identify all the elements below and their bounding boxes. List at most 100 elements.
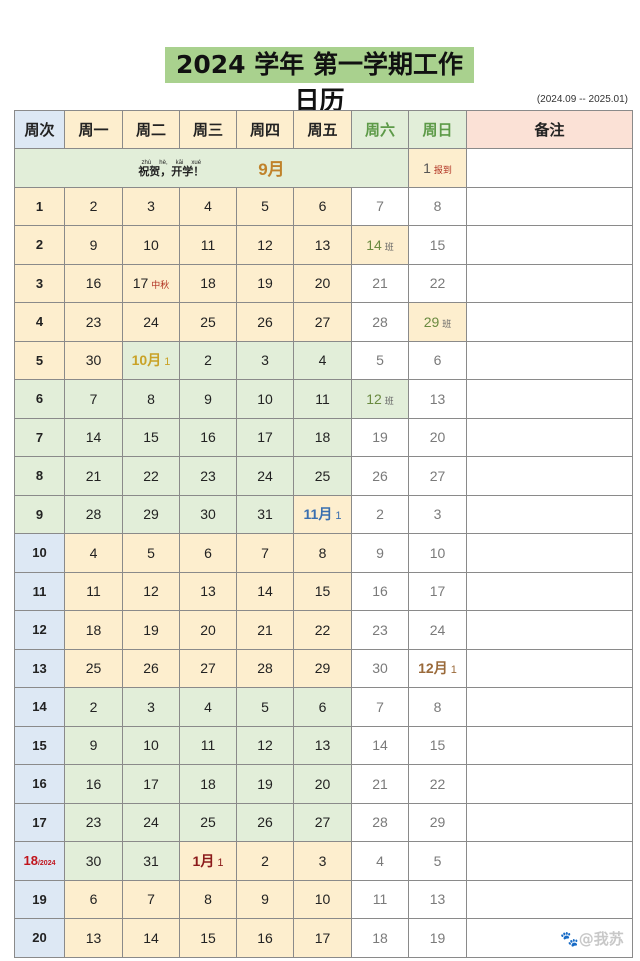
remarks-cell[interactable] [466, 764, 633, 804]
week-row: 18/2024 30 31 1月 1 2 3 4 5 [14, 841, 633, 881]
day-cell: 30 [64, 841, 123, 881]
remarks-cell[interactable] [466, 225, 633, 265]
day-cell: 6 [408, 340, 467, 380]
day-cell: 18 [179, 263, 237, 303]
remarks-cell[interactable] [466, 340, 633, 380]
remarks-cell[interactable] [466, 687, 633, 727]
day-cell: 25 [64, 648, 123, 688]
day-cell: 17 [408, 571, 467, 611]
day-cell: 3 [408, 494, 467, 534]
header-remarks: 备注 [466, 110, 633, 149]
day-cell: 2 [64, 186, 123, 226]
day-cell: 18 [64, 610, 123, 650]
day-cell: 29 [408, 802, 467, 842]
remarks-cell[interactable] [466, 148, 633, 188]
week-number: 3 [14, 263, 65, 303]
day-cell: 13 [408, 379, 467, 419]
day-cell: 11 [351, 879, 409, 919]
week-number: 14 [14, 687, 65, 727]
day-cell: 24 [236, 456, 294, 496]
day-cell: 10 [122, 725, 180, 765]
week-row: 5 30 10月 1 2 3 4 5 6 [14, 340, 633, 380]
day-cell: 1 报到 [408, 148, 467, 188]
remarks-cell[interactable] [466, 879, 633, 919]
day-cell: 20 [293, 764, 352, 804]
remarks-cell[interactable] [466, 571, 633, 611]
remarks-cell[interactable] [466, 186, 633, 226]
day-cell: 12月 1 [408, 648, 467, 688]
day-cell: 27 [179, 648, 237, 688]
day-cell: 27 [293, 302, 352, 342]
day-cell: 9 [351, 533, 409, 573]
day-cell: 17 [293, 918, 352, 958]
week-row: 9 28 29 30 31 11月 1 2 3 [14, 494, 633, 534]
remarks-cell[interactable] [466, 841, 633, 881]
day-cell: 15 [293, 571, 352, 611]
day-cell: 10 [122, 225, 180, 265]
header-mon: 周一 [64, 110, 123, 149]
day-cell: 12 [236, 225, 294, 265]
day-cell: 13 [408, 879, 467, 919]
week-number: 2 [14, 225, 65, 265]
remarks-cell[interactable] [466, 379, 633, 419]
remarks-cell[interactable] [466, 494, 633, 534]
remarks-cell[interactable] [466, 417, 633, 457]
week-row: 20 13 14 15 16 17 18 19 [14, 918, 633, 958]
remarks-cell[interactable] [466, 302, 633, 342]
week-row: 3 16 17 中秋 18 19 20 21 22 [14, 263, 633, 303]
day-cell: 21 [351, 764, 409, 804]
day-cell: 9 [64, 725, 123, 765]
day-cell: 7 [236, 533, 294, 573]
header-thu: 周四 [236, 110, 294, 149]
day-cell: 31 [122, 841, 180, 881]
day-cell: 4 [179, 687, 237, 727]
day-cell: 19 [351, 417, 409, 457]
day-cell: 21 [236, 610, 294, 650]
week-number: 11 [14, 571, 65, 611]
day-cell: 26 [122, 648, 180, 688]
day-cell: 14 [351, 725, 409, 765]
week-number: 16 [14, 764, 65, 804]
day-cell: 5 [351, 340, 409, 380]
day-cell: 12 [122, 571, 180, 611]
day-cell: 9 [236, 879, 294, 919]
day-cell: 8 [408, 186, 467, 226]
day-cell: 11 [179, 725, 237, 765]
day-cell: 5 [122, 533, 180, 573]
remarks-cell[interactable] [466, 610, 633, 650]
day-cell: 7 [64, 379, 123, 419]
week-number: 5 [14, 340, 65, 380]
day-cell: 18 [351, 918, 409, 958]
day-cell: 29 [293, 648, 352, 688]
day-cell: 11 [293, 379, 352, 419]
day-cell: 17 [122, 764, 180, 804]
day-cell: 11 [64, 571, 123, 611]
day-cell: 29 [122, 494, 180, 534]
header-sat: 周六 [351, 110, 409, 149]
remarks-cell[interactable] [466, 263, 633, 303]
remarks-cell[interactable] [466, 918, 633, 958]
remarks-cell[interactable] [466, 456, 633, 496]
day-cell: 24 [122, 802, 180, 842]
page-title: 2024 学年 第一学期工作日历 [165, 47, 474, 115]
remarks-cell[interactable] [466, 533, 633, 573]
day-cell: 13 [179, 571, 237, 611]
day-cell: 20 [179, 610, 237, 650]
day-cell: 24 [408, 610, 467, 650]
month-label: 9月 [258, 160, 285, 180]
remarks-cell[interactable] [466, 802, 633, 842]
day-cell: 27 [293, 802, 352, 842]
intro-cell: 祝贺，开学！zhù hè, kāi xué 9月 [14, 148, 409, 188]
week-row: 10 4 5 6 7 8 9 10 [14, 533, 633, 573]
week-row: 12 18 19 20 21 22 23 24 [14, 610, 633, 650]
day-cell: 10 [293, 879, 352, 919]
day-cell: 23 [64, 802, 123, 842]
remarks-cell[interactable] [466, 648, 633, 688]
day-cell: 14 [236, 571, 294, 611]
day-cell: 22 [408, 263, 467, 303]
header-wed: 周三 [179, 110, 237, 149]
remarks-cell[interactable] [466, 725, 633, 765]
header-row: 周次 周一 周二 周三 周四 周五 周六 周日 备注 [14, 110, 633, 149]
day-cell: 28 [351, 802, 409, 842]
week-row: 6 7 8 9 10 11 12 班 13 [14, 379, 633, 419]
